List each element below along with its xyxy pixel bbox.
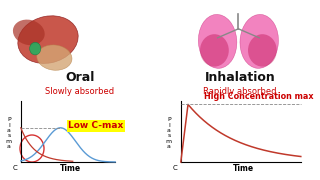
Text: High Concentration max: High Concentration max [204, 92, 314, 101]
Text: Low C-max: Low C-max [68, 122, 124, 130]
Ellipse shape [37, 45, 72, 70]
Text: Slowly absorbed: Slowly absorbed [45, 87, 115, 96]
Ellipse shape [200, 34, 229, 67]
Text: Rapidly absorbed: Rapidly absorbed [203, 87, 277, 96]
Ellipse shape [13, 20, 45, 45]
Ellipse shape [240, 14, 278, 68]
Ellipse shape [248, 34, 277, 67]
Ellipse shape [198, 14, 237, 68]
Ellipse shape [18, 16, 78, 63]
Text: Time: Time [60, 164, 81, 173]
Text: P
l
a
s
m
a: P l a s m a [6, 117, 12, 149]
Text: P
l
a
s
m
a: P l a s m a [166, 117, 172, 149]
Text: Oral: Oral [65, 71, 95, 84]
Text: Inhalation: Inhalation [204, 71, 276, 84]
Circle shape [30, 42, 41, 55]
Text: Time: Time [233, 164, 254, 173]
Text: C: C [13, 165, 18, 171]
Text: C: C [173, 165, 178, 171]
